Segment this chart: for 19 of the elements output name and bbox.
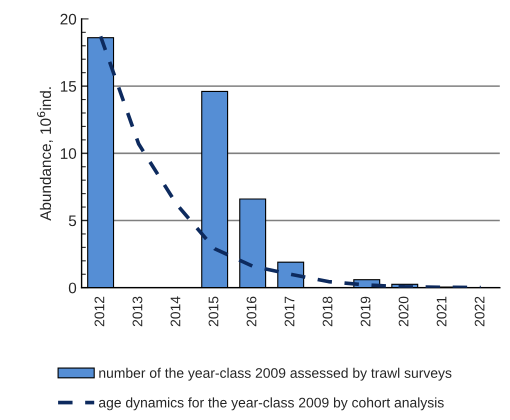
y-tick-label: 0 [68, 282, 76, 294]
x-tick-label: 2016 [246, 296, 256, 326]
x-tick-label: 2019 [360, 296, 370, 326]
x-tick-label: 2020 [398, 296, 408, 326]
y-tick-label: 5 [68, 216, 76, 226]
legend-label: number of the year-class 2009 assessed by trawl surveys [99, 368, 452, 381]
legend-label: age dynamics for the year-class 2009 by cohort analysis [98, 397, 444, 410]
y-tick-label: 20 [60, 14, 76, 25]
y-tick-label: 10 [60, 148, 76, 159]
y-tick-label: 15 [60, 81, 76, 92]
x-tick-label: 2022 [474, 296, 485, 326]
x-tick-label: 2017 [284, 296, 294, 326]
x-tick-label: 2014 [170, 296, 180, 326]
x-tick-label: 2013 [132, 296, 142, 326]
x-tick-label: 2021 [436, 296, 446, 326]
x-tick-label: 2015 [208, 296, 218, 326]
x-tick-label: 2018 [322, 296, 332, 326]
x-tick-label: 2012 [94, 296, 104, 326]
y-axis-title: Abundance, 10$^{6}$ind. [37, 87, 53, 221]
